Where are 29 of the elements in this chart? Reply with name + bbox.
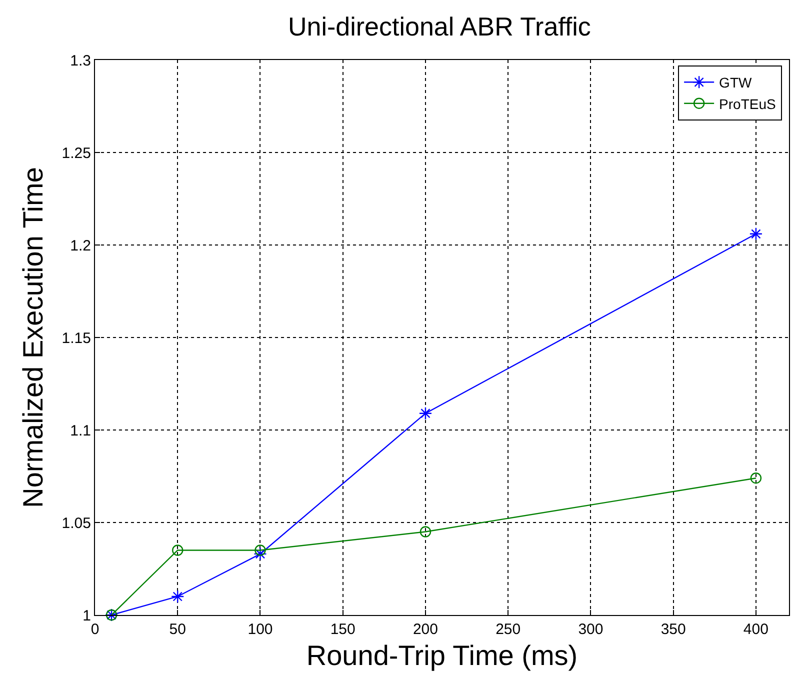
y-axis-title: Normalized Execution Time [17, 167, 48, 508]
legend-label: GTW [719, 74, 752, 91]
y-tick-label: 1.1 [70, 422, 91, 440]
y-tick-label: 1.05 [62, 514, 91, 532]
x-tick-label: 0 [90, 621, 100, 638]
y-tick-label: 1.2 [70, 237, 91, 254]
point [254, 544, 266, 556]
point [172, 544, 184, 556]
point [418, 406, 432, 420]
legend-label: ProTEuS [719, 96, 776, 112]
x-tick-label: 200 [412, 621, 438, 638]
x-tick-label: 250 [496, 621, 521, 638]
x-tick-label: 100 [248, 621, 273, 638]
y-tick-label: 1 [82, 607, 91, 624]
x-tick-label: 350 [660, 621, 686, 638]
chart-title: Uni-directional ABR Traffic [288, 11, 591, 42]
point [171, 590, 184, 604]
x-tick-label: 400 [743, 621, 768, 638]
point [750, 472, 762, 484]
point [420, 526, 432, 538]
x-tick-label: 50 [169, 621, 186, 638]
point [254, 547, 267, 561]
x-axis-title: Round-Trip Time (ms) [306, 640, 578, 672]
x-tick-label: 300 [578, 621, 604, 638]
y-tick-label: 1.25 [62, 144, 91, 162]
y-tick-label: 1.15 [62, 330, 91, 347]
point [749, 227, 763, 240]
x-tick-label: 150 [330, 621, 356, 638]
y-tick-label: 1.3 [70, 52, 91, 70]
